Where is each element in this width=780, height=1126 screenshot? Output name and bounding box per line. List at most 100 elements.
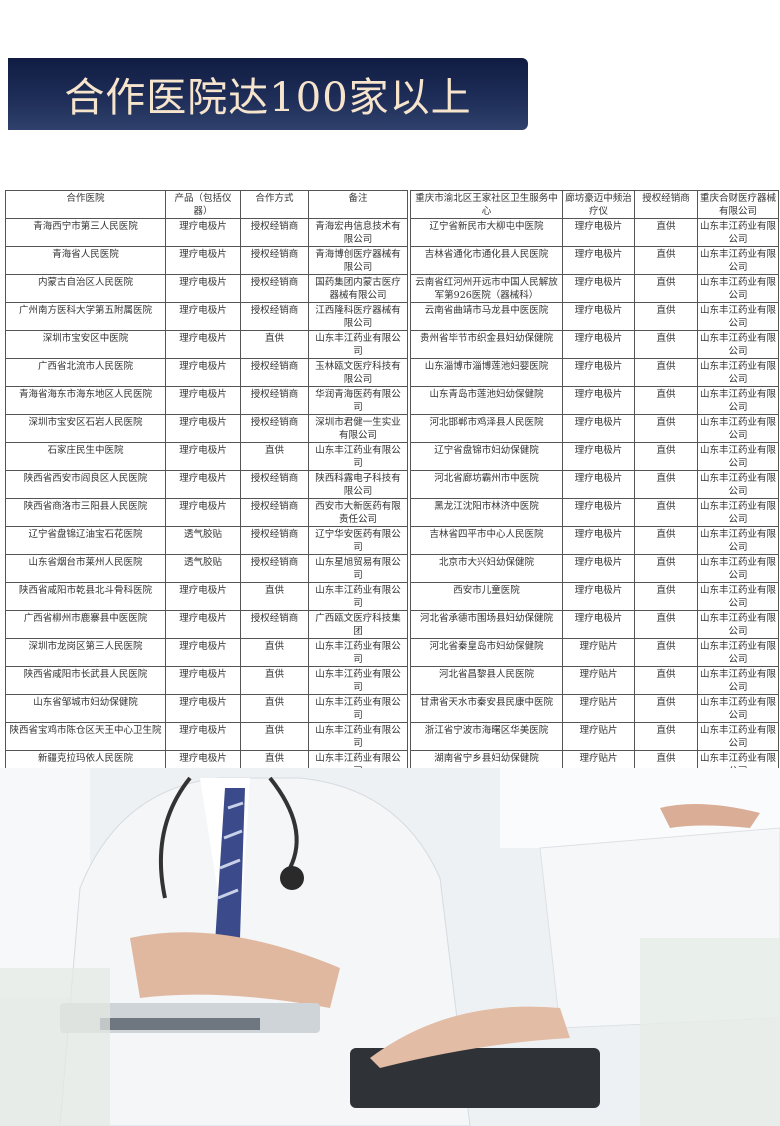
- hospital-cell: 广州南方医科大学第五附属医院: [5, 302, 166, 331]
- product-cell: 理疗电极片: [562, 526, 635, 555]
- product-cell: 理疗电极片: [562, 274, 635, 303]
- hospital-cell: 石家庄民生中医院: [5, 442, 166, 471]
- hospital-cell: 云南省曲靖市马龙县中医医院: [410, 302, 563, 331]
- remarks-cell: 山东丰江药业有限公司: [697, 722, 779, 751]
- remarks-cell: 山东丰江药业有限公司: [697, 498, 779, 527]
- table-row: 吉林省通化市通化县人民医院 理疗电极片 直供 山东丰江药业有限公司: [410, 246, 779, 275]
- hospital-cell: 河北省昌黎县人民医院: [410, 666, 563, 695]
- remarks-cell: 山东丰江药业有限公司: [697, 694, 779, 723]
- table-row: 陕西省咸阳市长武县人民医院 理疗电极片 直供 山东丰江药业有限公司: [5, 666, 408, 695]
- product-cell: 廊坊豪迈中频治疗仪: [562, 190, 635, 219]
- hospital-cell: 河北省秦皇岛市妇幼保健院: [410, 638, 563, 667]
- header-cooperation: 合作方式: [240, 190, 309, 219]
- remarks-cell: 山东丰江药业有限公司: [697, 246, 779, 275]
- cooperation-cell: 直供: [634, 498, 698, 527]
- remarks-cell: 山东丰江药业有限公司: [308, 722, 408, 751]
- table-row: 河北省昌黎县人民医院 理疗贴片 直供 山东丰江药业有限公司: [410, 666, 779, 695]
- remarks-cell: 山东丰江药业有限公司: [697, 274, 779, 303]
- remarks-cell: 山东丰江药业有限公司: [308, 694, 408, 723]
- product-cell: 理疗电极片: [165, 414, 241, 443]
- table-row: 河北省承德市围场县妇幼保健院 理疗电极片 直供 山东丰江药业有限公司: [410, 610, 779, 639]
- hospital-cell: 陕西省咸阳市乾县北斗骨科医院: [5, 582, 166, 611]
- cooperation-cell: 授权经销商: [634, 190, 698, 219]
- product-cell: 理疗电极片: [562, 246, 635, 275]
- table-row: 浙江省宁波市海曙区华美医院 理疗贴片 直供 山东丰江药业有限公司: [410, 722, 779, 751]
- product-cell: 理疗电极片: [165, 246, 241, 275]
- hospital-cell: 山东青岛市莲池妇幼保健院: [410, 386, 563, 415]
- header-remarks: 备注: [308, 190, 408, 219]
- table-row: 山东青岛市莲池妇幼保健院 理疗电极片 直供 山东丰江药业有限公司: [410, 386, 779, 415]
- product-cell: 理疗电极片: [562, 498, 635, 527]
- hospital-cell: 贵州省毕节市织金县妇幼保健院: [410, 330, 563, 359]
- hospital-cell: 青海省海东市海东地区人民医院: [5, 386, 166, 415]
- table-row: 贵州省毕节市织金县妇幼保健院 理疗电极片 直供 山东丰江药业有限公司: [410, 330, 779, 359]
- remarks-cell: 华润青海医药有限公司: [308, 386, 408, 415]
- cooperation-cell: 直供: [240, 330, 309, 359]
- product-cell: 理疗电极片: [562, 218, 635, 247]
- remarks-cell: 青海宏冉信息技术有限公司: [308, 218, 408, 247]
- cooperation-cell: 直供: [634, 218, 698, 247]
- remarks-cell: 山东丰江药业有限公司: [697, 442, 779, 471]
- table-row: 甘肃省天水市秦安县民康中医院 理疗贴片 直供 山东丰江药业有限公司: [410, 694, 779, 723]
- cooperation-cell: 授权经销商: [240, 274, 309, 303]
- hospital-cell: 深圳市宝安区石岩人民医院: [5, 414, 166, 443]
- product-cell: 理疗电极片: [562, 554, 635, 583]
- product-cell: 理疗电极片: [165, 722, 241, 751]
- remarks-cell: 山东丰江药业有限公司: [697, 358, 779, 387]
- cooperation-cell: 直供: [634, 610, 698, 639]
- remarks-cell: 青海博创医疗器械有限公司: [308, 246, 408, 275]
- table-row: 河北省廊坊霸州市中医院 理疗电极片 直供 山东丰江药业有限公司: [410, 470, 779, 499]
- remarks-cell: 重庆合财医疗器械有限公司: [697, 190, 779, 219]
- hospital-cell: 河北省承德市围场县妇幼保健院: [410, 610, 563, 639]
- cooperation-cell: 直供: [634, 330, 698, 359]
- remarks-cell: 山东丰江药业有限公司: [697, 470, 779, 499]
- table-row: 深圳市宝安区中医院 理疗电极片 直供 山东丰江药业有限公司: [5, 330, 408, 359]
- cooperation-cell: 授权经销商: [240, 526, 309, 555]
- cooperation-cell: 直供: [634, 246, 698, 275]
- remarks-cell: 山东丰江药业有限公司: [697, 610, 779, 639]
- product-cell: 理疗贴片: [562, 694, 635, 723]
- hospital-cell: 重庆市渝北区王家社区卫生服务中心: [410, 190, 563, 219]
- table-row: 广州南方医科大学第五附属医院 理疗电极片 授权经销商 江西隆科医疗器械有限公司: [5, 302, 408, 331]
- product-cell: 理疗贴片: [562, 722, 635, 751]
- cooperation-cell: 直供: [240, 722, 309, 751]
- table-header-row: 合作医院 产品（包括仪器） 合作方式 备注: [5, 190, 408, 219]
- hospital-cell: 云南省红河州开远市中国人民解放军第926医院（器械科）: [410, 274, 563, 303]
- hospital-cell: 吉林省四平市中心人民医院: [410, 526, 563, 555]
- cooperation-cell: 授权经销商: [240, 246, 309, 275]
- remarks-cell: 国药集团内蒙古医疗器械有限公司: [308, 274, 408, 303]
- header-hospital: 合作医院: [5, 190, 166, 219]
- header-product: 产品（包括仪器）: [165, 190, 241, 219]
- cooperation-cell: 直供: [634, 694, 698, 723]
- hospital-cell: 青海西宁市第三人民医院: [5, 218, 166, 247]
- cooperation-cell: 直供: [634, 666, 698, 695]
- remarks-cell: 山东丰江药业有限公司: [697, 526, 779, 555]
- remarks-cell: 深圳市君健一生实业有限公司: [308, 414, 408, 443]
- hospital-cell: 黑龙江沈阳市林济中医院: [410, 498, 563, 527]
- remarks-cell: 陕西科露电子科技有限公司: [308, 470, 408, 499]
- remarks-cell: 山东丰江药业有限公司: [697, 554, 779, 583]
- table-row: 青海省海东市海东地区人民医院 理疗电极片 授权经销商 华润青海医药有限公司: [5, 386, 408, 415]
- product-cell: 理疗电极片: [562, 386, 635, 415]
- table-row: 陕西省咸阳市乾县北斗骨科医院 理疗电极片 直供 山东丰江药业有限公司: [5, 582, 408, 611]
- cooperation-cell: 直供: [634, 386, 698, 415]
- product-cell: 理疗电极片: [165, 274, 241, 303]
- remarks-cell: 山东丰江药业有限公司: [697, 330, 779, 359]
- hospital-cell: 广西省北流市人民医院: [5, 358, 166, 387]
- table-row: 辽宁省盘锦市妇幼保健院 理疗电极片 直供 山东丰江药业有限公司: [410, 442, 779, 471]
- product-cell: 理疗贴片: [562, 638, 635, 667]
- remarks-cell: 山东丰江药业有限公司: [697, 218, 779, 247]
- doctors-illustration: [0, 768, 780, 1126]
- cooperation-cell: 直供: [634, 554, 698, 583]
- product-cell: 理疗电极片: [165, 694, 241, 723]
- cooperation-cell: 直供: [634, 274, 698, 303]
- page-title: 合作医院达100家以上: [64, 75, 472, 121]
- product-cell: 理疗贴片: [562, 666, 635, 695]
- cooperation-cell: 授权经销商: [240, 470, 309, 499]
- table-row: 辽宁省新民市大柳屯中医院 理疗电极片 直供 山东丰江药业有限公司: [410, 218, 779, 247]
- product-cell: 理疗电极片: [165, 582, 241, 611]
- product-cell: 理疗电极片: [165, 442, 241, 471]
- product-cell: 理疗电极片: [165, 470, 241, 499]
- doctors-photo: [0, 768, 780, 1126]
- table-row: 广西省柳州市鹿寨县中医医院 理疗电极片 授权经销商 广西瓯文医疗科技集团: [5, 610, 408, 639]
